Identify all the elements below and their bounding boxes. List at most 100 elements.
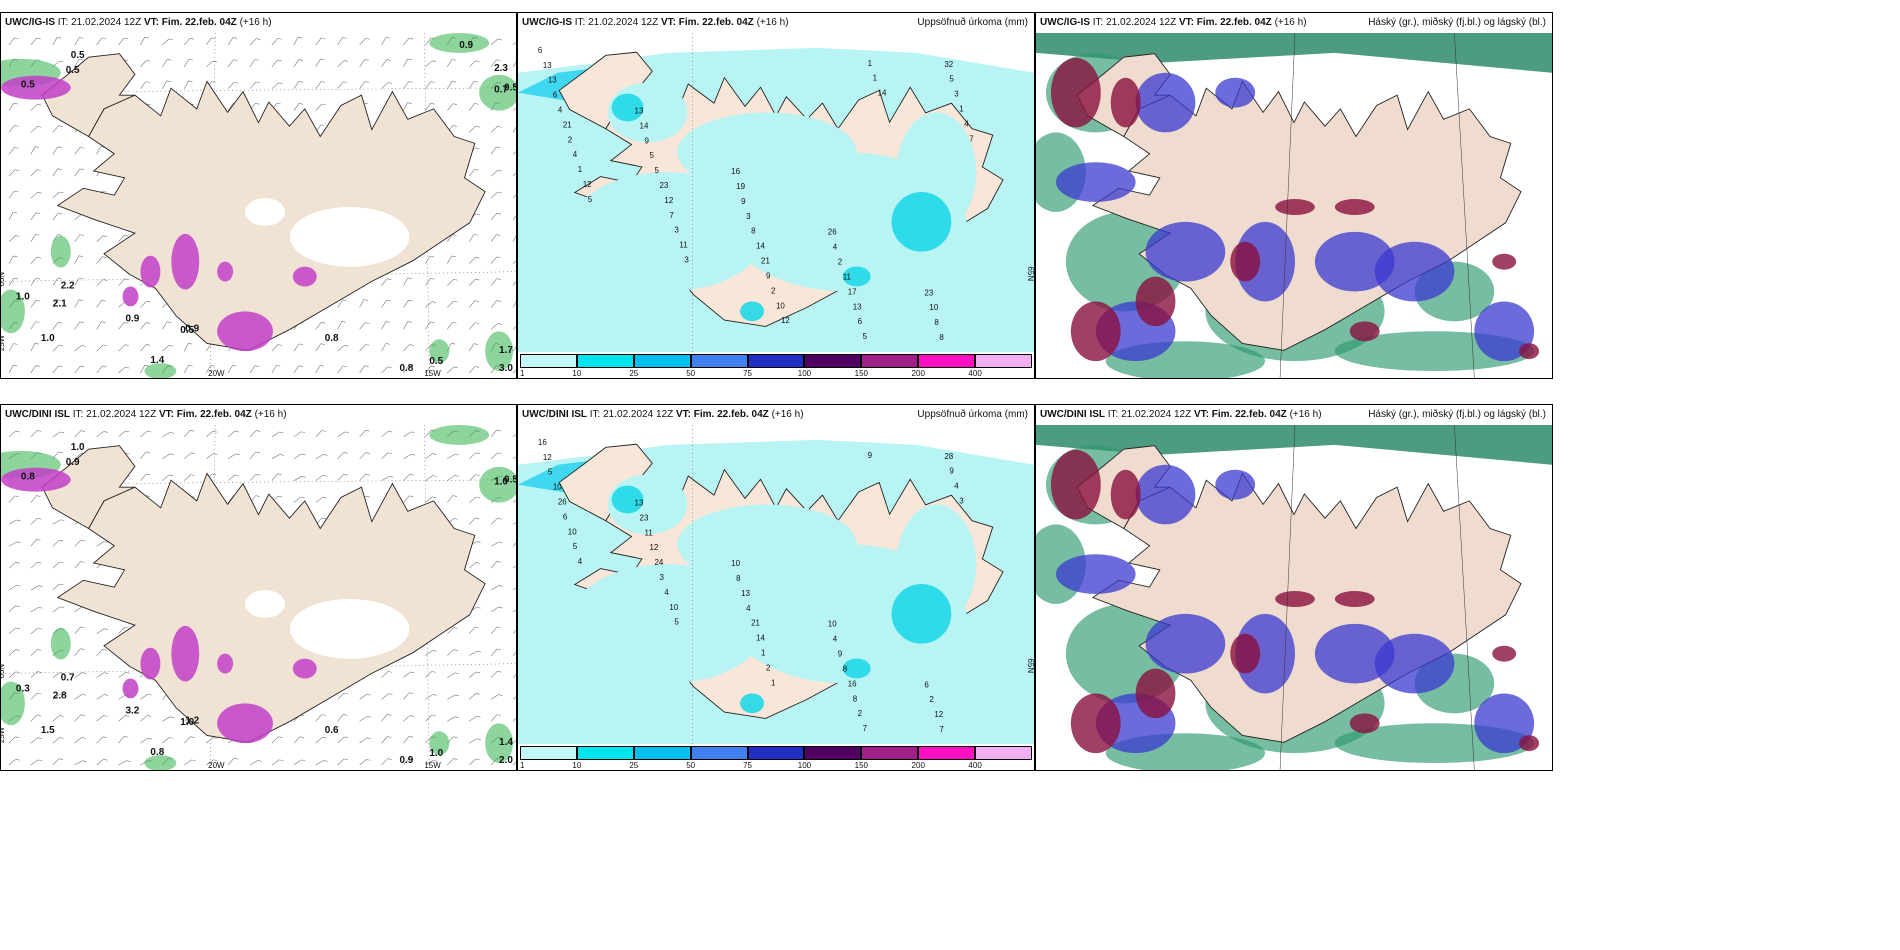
wind-barb bbox=[30, 561, 42, 569]
cloud-map bbox=[1036, 425, 1552, 770]
wind-barb bbox=[140, 81, 150, 89]
wind-barb bbox=[447, 255, 456, 264]
wind-barb bbox=[8, 495, 20, 503]
mid-cloud-area bbox=[1135, 276, 1176, 327]
wind-barb bbox=[118, 671, 130, 678]
wind-barb bbox=[8, 671, 20, 678]
wind-barb bbox=[381, 343, 391, 352]
precip-amount-label: 7 bbox=[669, 211, 674, 220]
wind-barb bbox=[30, 342, 40, 352]
precip-amount-label: 12 bbox=[543, 453, 552, 462]
map-panel-dini-precip: UWC/DINI ISL IT: 21.02.2024 12Z VT: Fim.… bbox=[517, 404, 1035, 771]
wind-barb bbox=[403, 277, 412, 286]
wind-barb bbox=[118, 344, 129, 352]
wind-barb bbox=[381, 475, 394, 481]
low-cloud-area bbox=[1374, 633, 1455, 694]
snow-amount-label: 0.9 bbox=[126, 313, 140, 324]
wind-barb bbox=[52, 672, 65, 678]
wind-barb bbox=[381, 366, 392, 374]
wind-barb bbox=[52, 321, 63, 330]
snowfall-patch bbox=[217, 261, 234, 282]
wind-barb bbox=[315, 496, 327, 503]
cloud-map bbox=[1036, 33, 1552, 378]
wind-barb bbox=[52, 168, 62, 177]
low-cloud-area bbox=[1314, 231, 1395, 292]
precip-amount-label: 14 bbox=[756, 634, 765, 643]
wind-barb bbox=[52, 212, 63, 221]
wind-barb bbox=[118, 366, 130, 374]
wind-barb bbox=[162, 59, 172, 67]
wind-barb bbox=[469, 738, 482, 744]
wind-barb bbox=[293, 81, 303, 89]
wind-barb bbox=[403, 81, 413, 89]
precip-amount-label: 3 bbox=[746, 212, 751, 221]
wind-barb bbox=[74, 37, 84, 46]
mid-cloud-area bbox=[1492, 253, 1517, 270]
colorbar-segment bbox=[747, 746, 805, 760]
low-cloud-area bbox=[1135, 464, 1196, 525]
wind-barb bbox=[96, 256, 107, 264]
wind-barb bbox=[162, 38, 174, 46]
wind-barb bbox=[249, 451, 260, 459]
precip-amount-label: 4 bbox=[964, 119, 969, 128]
wind-barb bbox=[359, 81, 370, 89]
precip-map: 6 13 16 26 23 13 14 19 4 10 13 9 9 2 8 6 5 3 11 8 4 5 8 17 32 21 2… bbox=[518, 33, 1034, 352]
precip-amount-label: 5 bbox=[548, 468, 553, 477]
precip-amount-label: 13 bbox=[635, 499, 644, 508]
wind-barb bbox=[512, 41, 516, 46]
wind-barb bbox=[468, 233, 479, 242]
snowfall-patch bbox=[217, 311, 273, 352]
snow-amount-label: 0.8 bbox=[325, 333, 339, 344]
snowfall-patch bbox=[292, 266, 317, 287]
wind-barb bbox=[74, 626, 85, 634]
precip-amount-label: 4 bbox=[954, 482, 959, 491]
wind-barb bbox=[381, 430, 393, 438]
precip-amount-label: 5 bbox=[863, 332, 868, 341]
wind-barb bbox=[30, 517, 42, 525]
wind-barb bbox=[206, 430, 218, 438]
snow-amount-label: 1.0 bbox=[494, 477, 508, 488]
wind-barb bbox=[8, 343, 18, 352]
wind-barb bbox=[271, 364, 281, 374]
wind-barb bbox=[337, 473, 349, 481]
wind-barb bbox=[381, 693, 393, 700]
wind-barb bbox=[447, 300, 458, 308]
wind-barb bbox=[315, 454, 328, 460]
wind-barb bbox=[227, 37, 238, 46]
wind-barb bbox=[490, 585, 503, 591]
wind-barb bbox=[381, 82, 393, 89]
wind-barb bbox=[30, 606, 43, 613]
snowfall-patch bbox=[1, 467, 71, 492]
wind-barb bbox=[425, 650, 437, 656]
wind-barb bbox=[52, 365, 63, 374]
precip-amount-label: 3 bbox=[684, 256, 689, 265]
wind-barb bbox=[118, 430, 130, 438]
low-cloud-area bbox=[1055, 554, 1136, 595]
wind-barb bbox=[293, 59, 303, 67]
snow-field-patch bbox=[50, 627, 71, 660]
border-line bbox=[1279, 425, 1296, 770]
precip-amount-label: 1 bbox=[873, 74, 878, 83]
wind-barb bbox=[293, 496, 305, 503]
wind-barb bbox=[52, 431, 65, 438]
wind-barb bbox=[249, 81, 261, 89]
low-cloud-area bbox=[1314, 623, 1395, 684]
wind-barb bbox=[359, 737, 371, 744]
wind-barb bbox=[249, 760, 262, 766]
wind-barb bbox=[8, 649, 20, 656]
wind-barb bbox=[52, 299, 62, 308]
wind-barb bbox=[140, 737, 152, 744]
wind-barb bbox=[205, 37, 216, 46]
snowfall-patch bbox=[171, 233, 200, 290]
wind-barb bbox=[30, 126, 42, 133]
wind-barb bbox=[96, 299, 106, 308]
colorbar-segment bbox=[804, 354, 862, 368]
wind-barb bbox=[227, 453, 240, 460]
wind-barb bbox=[512, 456, 516, 460]
wind-barb bbox=[337, 299, 347, 308]
wind-barb bbox=[184, 342, 193, 352]
snow-amount-label: 0.6 bbox=[325, 725, 339, 736]
wind-barb bbox=[469, 715, 481, 722]
mid-cloud-area bbox=[1334, 591, 1375, 607]
wind-barb bbox=[468, 168, 479, 177]
